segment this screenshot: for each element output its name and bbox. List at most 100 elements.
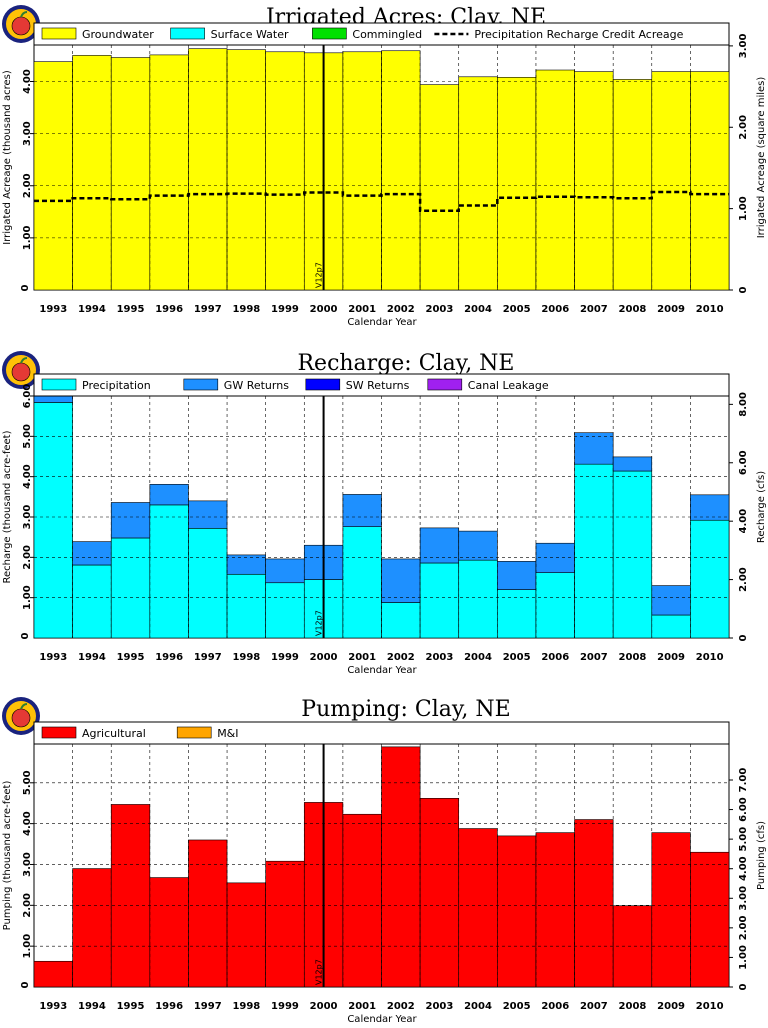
bar-precipitation-1999 bbox=[265, 582, 305, 639]
left-tick-label: 4.00 bbox=[22, 811, 33, 836]
chart-panel-2: Recharge: Clay, NERepublican River Compa… bbox=[2, 351, 767, 676]
bar-gw-returns-2006 bbox=[535, 542, 575, 573]
logo-apple bbox=[11, 708, 31, 728]
bar-groundwater-2002 bbox=[381, 50, 421, 291]
x-tick-label: 2009 bbox=[657, 304, 685, 315]
left-tick-label: 4.00 bbox=[22, 69, 33, 94]
bar-gw-returns-1993 bbox=[33, 395, 73, 403]
bar-agricultural-2008 bbox=[612, 905, 653, 988]
x-tick-label: 2009 bbox=[657, 652, 685, 663]
model-version-label: V12p7 bbox=[315, 959, 324, 985]
bar-precipitation-2007 bbox=[574, 463, 614, 639]
bar-gw-returns-2008 bbox=[612, 456, 653, 472]
logo-leaf bbox=[20, 703, 28, 710]
right-tick-label: 0 bbox=[738, 286, 749, 293]
bar-gw-returns-1997 bbox=[188, 500, 228, 529]
chart-title: Recharge: Clay, NE bbox=[297, 351, 514, 376]
bars-group bbox=[33, 48, 730, 291]
right-tick-label: 1.00 bbox=[738, 945, 749, 970]
x-tick-label: 1996 bbox=[155, 652, 183, 663]
bar-groundwater-2005 bbox=[497, 77, 537, 291]
model-version-label: V12p7 bbox=[315, 610, 324, 636]
legend-swatch bbox=[427, 378, 463, 391]
bar-groundwater-1994 bbox=[72, 55, 112, 291]
bar-gw-returns-2001 bbox=[342, 494, 382, 527]
x-tick-label: 1997 bbox=[194, 1001, 222, 1012]
grid bbox=[34, 395, 729, 638]
bar-precipitation-2006 bbox=[535, 572, 575, 639]
legend-swatch bbox=[176, 726, 212, 739]
left-tick-label: 0 bbox=[20, 981, 31, 988]
left-tick-label: 1.00 bbox=[22, 226, 33, 251]
right-tick-label: 3.00 bbox=[738, 34, 749, 59]
x-tick-label: 1993 bbox=[39, 1001, 67, 1012]
left-tick-label: 3.00 bbox=[22, 852, 33, 877]
bar-groundwater-2009 bbox=[651, 71, 691, 291]
bar-precipitation-2010 bbox=[690, 519, 730, 639]
y-axis-label: Irrigated Acreage (thousand acres) bbox=[2, 70, 13, 245]
logo-apple bbox=[11, 16, 31, 36]
legend-swatch bbox=[170, 27, 205, 40]
legend-swatch bbox=[41, 726, 77, 739]
logo-leaf bbox=[20, 357, 28, 364]
x-tick-label: 2010 bbox=[696, 304, 724, 315]
x-tick-label: 1993 bbox=[39, 304, 67, 315]
left-tick-label: 1.00 bbox=[22, 585, 33, 610]
left-tick-label: 5.00 bbox=[22, 770, 33, 795]
bar-agricultural-2005 bbox=[497, 835, 537, 988]
x-tick-label: 2002 bbox=[387, 652, 415, 663]
bar-groundwater-2007 bbox=[574, 71, 614, 291]
bar-gw-returns-1994 bbox=[72, 541, 112, 566]
legend-swatch bbox=[312, 27, 347, 40]
bar-gw-returns-1999 bbox=[265, 558, 305, 584]
bar-precipitation-2002 bbox=[381, 602, 421, 639]
x-axis-label: Calendar Year bbox=[347, 1014, 417, 1024]
x-tick-label: 2008 bbox=[619, 304, 647, 315]
bar-precipitation-1997 bbox=[188, 527, 228, 639]
bar-agricultural-1994 bbox=[72, 868, 112, 988]
x-tick-label: 1999 bbox=[271, 304, 299, 315]
bar-agricultural-2001 bbox=[342, 813, 382, 988]
x-tick-label: 1997 bbox=[194, 652, 222, 663]
logo-icon bbox=[2, 5, 40, 43]
x-tick-label: 1999 bbox=[271, 652, 299, 663]
bar-gw-returns-2002 bbox=[381, 558, 421, 603]
bar-gw-returns-2009 bbox=[651, 585, 691, 616]
bar-precipitation-1996 bbox=[149, 504, 189, 639]
bar-precipitation-2001 bbox=[342, 526, 382, 639]
bar-precipitation-2005 bbox=[497, 589, 537, 639]
x-tick-label: 2004 bbox=[464, 652, 492, 663]
x-tick-label: 2007 bbox=[580, 1001, 608, 1012]
bar-precipitation-1995 bbox=[110, 537, 151, 639]
x-tick-label: 1996 bbox=[155, 1001, 183, 1012]
bar-gw-returns-1998 bbox=[226, 554, 266, 575]
right-tick-label: 2.00 bbox=[738, 567, 749, 592]
bar-agricultural-2007 bbox=[574, 819, 614, 988]
x-tick-label: 2004 bbox=[464, 1001, 492, 1012]
legend-label: Surface Water bbox=[211, 28, 289, 41]
right-tick-label: 1.00 bbox=[738, 196, 749, 221]
right-tick-label: 4.00 bbox=[738, 856, 749, 881]
left-tick-label: 1.00 bbox=[22, 934, 33, 959]
x-tick-label: 1995 bbox=[117, 304, 145, 315]
right-tick-label: 7.00 bbox=[738, 768, 749, 793]
bar-agricultural-1997 bbox=[188, 839, 228, 988]
legend-label: Agricultural bbox=[82, 727, 146, 740]
chart-panel-3: Pumping: Clay, NERepublican River Compac… bbox=[2, 697, 767, 1025]
x-tick-label: 2008 bbox=[619, 652, 647, 663]
bar-gw-returns-1996 bbox=[149, 484, 189, 506]
bar-groundwater-1996 bbox=[149, 54, 189, 291]
bar-agricultural-2002 bbox=[381, 746, 421, 988]
legend-label: M&I bbox=[217, 727, 238, 740]
left-tick-label: 3.00 bbox=[22, 121, 33, 146]
x-tick-label: 2005 bbox=[503, 304, 531, 315]
legend-swatch bbox=[305, 378, 341, 391]
legend-label: Precipitation Recharge Credit Acreage bbox=[474, 28, 683, 41]
bar-precipitation-2003 bbox=[419, 562, 460, 639]
left-tick-label: 0 bbox=[20, 632, 31, 639]
right-tick-label: 0 bbox=[738, 634, 749, 641]
left-tick-label: 3.00 bbox=[22, 505, 33, 530]
left-tick-label: 5.00 bbox=[22, 424, 33, 449]
y-axis-label-right: Pumping (cfs) bbox=[756, 821, 767, 890]
x-axis-label: Calendar Year bbox=[347, 317, 417, 328]
